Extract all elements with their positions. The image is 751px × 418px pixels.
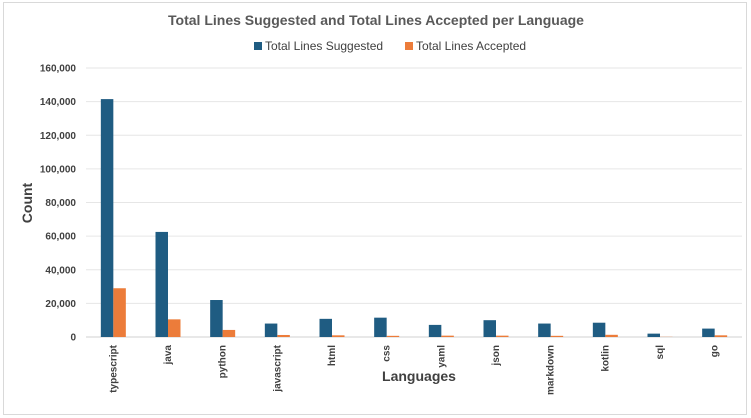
bar-accepted-markdown	[550, 335, 564, 337]
x-axis-ticks: typescript java python javascript html css yam…	[108, 344, 720, 395]
bar-suggested-typescript	[100, 99, 114, 338]
chart-title: Total Lines Suggested and Total Lines Ac…	[168, 12, 584, 28]
x-tick-label: yaml	[436, 345, 447, 368]
x-tick-label: css	[382, 345, 393, 362]
legend-label: Total Lines Suggested	[265, 39, 383, 53]
x-axis-label: Languages	[382, 368, 456, 384]
y-tick-label: 160,000	[40, 64, 77, 75]
x-tick-label: java	[163, 345, 174, 366]
legend-swatch	[254, 42, 262, 50]
bar-suggested-go	[702, 328, 715, 337]
legend-swatch	[405, 42, 413, 50]
x-tick-label: kotlin	[600, 345, 611, 372]
x-tick-label: python	[218, 345, 229, 378]
bar-accepted-java	[168, 319, 181, 337]
y-tick-label: 80,000	[45, 198, 76, 209]
bar-accepted-kotlin	[605, 334, 618, 337]
bar-accepted-css	[386, 335, 400, 337]
x-tick-label: html	[327, 345, 338, 366]
bar-suggested-java	[155, 231, 168, 337]
bar-suggested-yaml	[428, 324, 442, 337]
bar-suggested-css	[374, 317, 387, 337]
bar-suggested-python	[210, 300, 223, 337]
bar-accepted-go	[714, 335, 728, 337]
bars	[100, 99, 728, 338]
bar-suggested-json	[483, 320, 496, 337]
bar-suggested-kotlin	[592, 322, 606, 337]
bar-suggested-markdown	[538, 323, 551, 337]
bar-accepted-json	[496, 335, 509, 337]
y-axis-ticks: 0 20,000 40,000 60,000 80,000 100,000 120,000 1…	[40, 64, 77, 344]
bar-accepted-html	[332, 335, 345, 337]
y-tick-label: 0	[70, 333, 76, 344]
y-tick-label: 140,000	[40, 97, 77, 108]
bar-suggested-javascript	[264, 323, 278, 337]
bar-chart: Total Lines Suggested and Total Lines Ac…	[19, 12, 742, 395]
x-tick-label: typescript	[108, 344, 119, 392]
y-tick-label: 40,000	[45, 265, 76, 276]
y-tick-label: 120,000	[40, 131, 77, 142]
bar-accepted-typescript	[113, 288, 126, 337]
x-tick-label: sql	[655, 345, 666, 360]
bar-accepted-javascript	[277, 334, 290, 337]
bar-suggested-html	[319, 318, 332, 337]
legend: Total Lines Suggested Total Lines Accepte…	[254, 39, 526, 53]
y-tick-label: 100,000	[40, 164, 77, 175]
bar-suggested-sql	[647, 333, 660, 337]
x-tick-label: json	[491, 345, 502, 367]
y-tick-label: 20,000	[45, 299, 76, 310]
x-tick-label: javascript	[272, 344, 283, 392]
bar-accepted-yaml	[441, 335, 454, 337]
gridlines	[86, 67, 742, 338]
legend-label: Total Lines Accepted	[416, 39, 526, 53]
x-tick-label: markdown	[546, 345, 557, 395]
chart-frame: Total Lines Suggested and Total Lines Ac…	[3, 2, 747, 415]
y-axis-label: Count	[19, 182, 35, 223]
bar-accepted-python	[222, 329, 236, 337]
x-tick-label: go	[710, 345, 721, 357]
y-tick-label: 60,000	[45, 232, 76, 243]
